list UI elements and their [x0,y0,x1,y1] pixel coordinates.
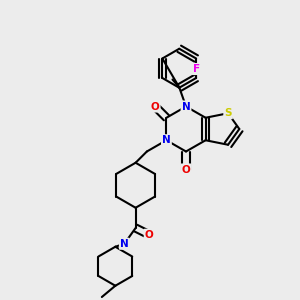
Text: O: O [145,230,154,240]
Text: N: N [120,239,129,249]
Text: S: S [224,108,232,118]
Text: F: F [193,64,200,74]
Text: O: O [182,164,190,175]
Text: N: N [182,101,190,112]
Text: N: N [162,135,171,145]
Text: O: O [151,101,160,112]
